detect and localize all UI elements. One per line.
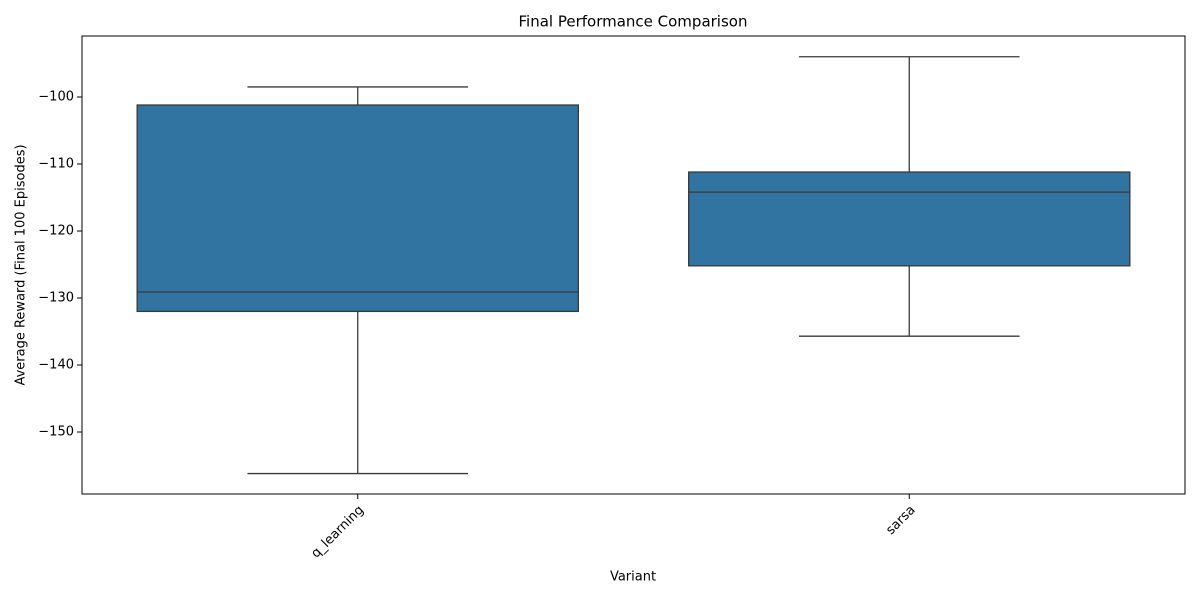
y-tick-label: −130	[38, 291, 74, 306]
box	[136, 104, 580, 313]
chart-title: Final Performance Comparison	[519, 13, 748, 31]
plot-frame	[81, 35, 1186, 495]
y-tick-label: −100	[38, 89, 74, 104]
x-tick-label: q_learning	[309, 503, 368, 562]
y-tick-label: −120	[38, 223, 74, 238]
x-tick-label: sarsa	[883, 503, 918, 538]
y-tick-label: −150	[38, 425, 74, 440]
box	[688, 171, 1131, 267]
x-axis-label: Variant	[610, 570, 656, 585]
y-tick-label: −140	[38, 358, 74, 373]
y-axis-label: Average Reward (Final 100 Episodes)	[14, 144, 29, 385]
y-tick-label: −110	[38, 156, 74, 171]
